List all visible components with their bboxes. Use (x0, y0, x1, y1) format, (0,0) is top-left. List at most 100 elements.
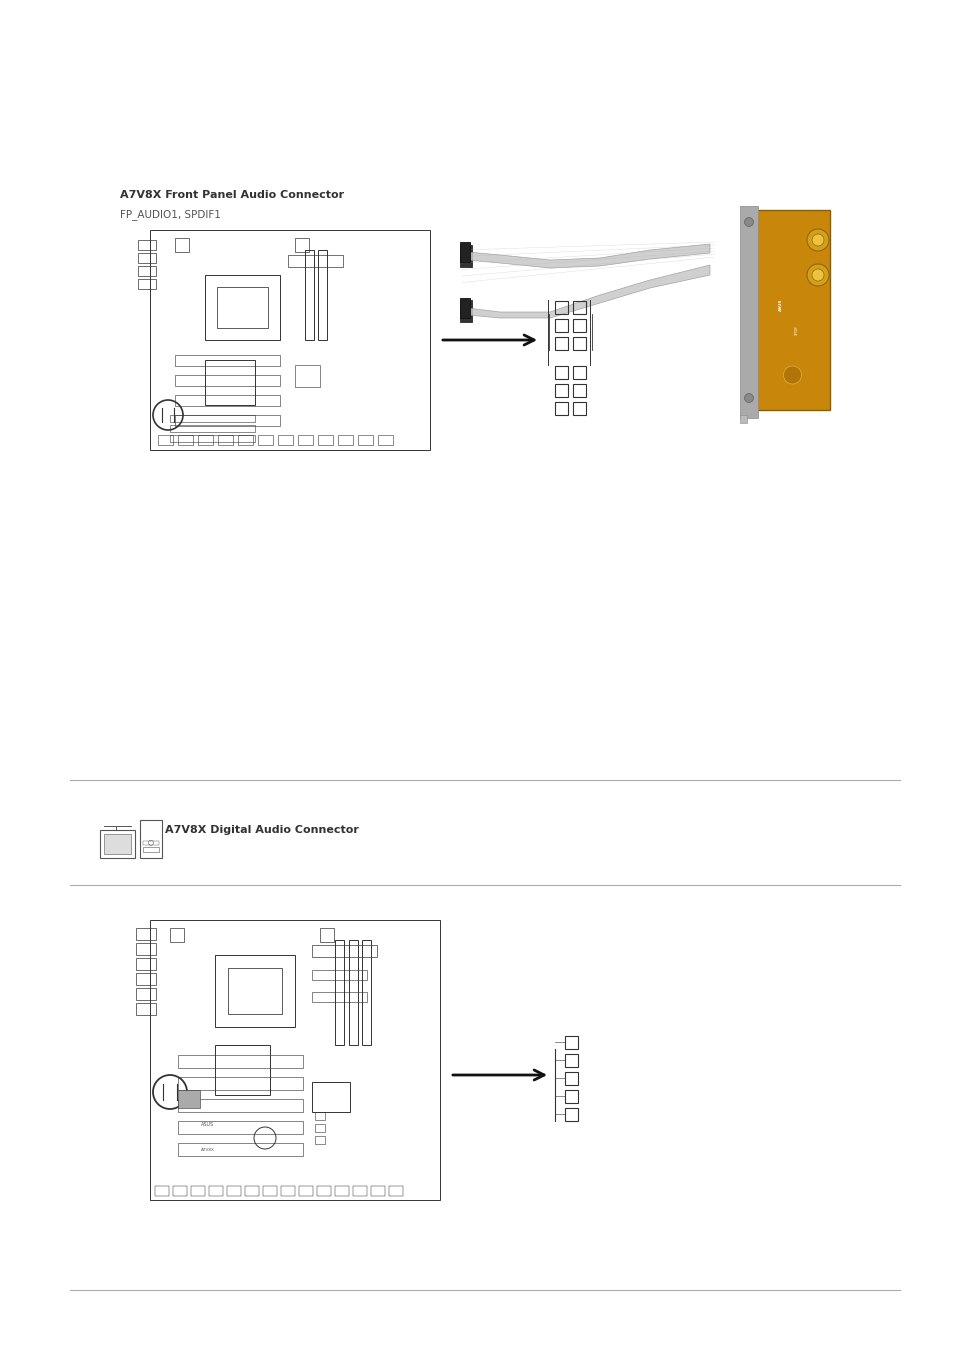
Bar (174, 238, 189, 253)
Bar (257, 435, 273, 444)
Bar (154, 1186, 169, 1196)
Bar (150, 920, 439, 1200)
Bar (564, 1054, 578, 1067)
Bar (138, 240, 156, 250)
Bar (564, 1071, 578, 1085)
Bar (459, 242, 470, 262)
Bar (174, 376, 280, 386)
Bar (555, 384, 567, 397)
Bar (277, 435, 293, 444)
Bar (297, 435, 313, 444)
Bar (174, 355, 280, 366)
Bar (227, 1186, 241, 1196)
Bar (178, 1055, 303, 1069)
Bar (564, 1090, 578, 1102)
Bar (143, 842, 159, 844)
Bar (377, 435, 393, 444)
Bar (459, 300, 472, 322)
Bar (178, 1121, 303, 1133)
Bar (564, 1036, 578, 1048)
Bar (178, 435, 193, 444)
Bar (573, 319, 585, 332)
Bar (214, 955, 294, 1027)
Bar (555, 336, 567, 350)
Bar (237, 435, 253, 444)
Bar (178, 1098, 303, 1112)
Bar (314, 1124, 325, 1132)
Bar (298, 1186, 313, 1196)
Bar (312, 944, 376, 957)
Bar (136, 1002, 156, 1015)
Bar (288, 255, 343, 267)
Bar (371, 1186, 385, 1196)
Bar (312, 970, 367, 979)
Bar (564, 1108, 578, 1121)
Bar (573, 301, 585, 313)
Bar (170, 415, 254, 422)
Circle shape (743, 218, 753, 227)
Bar (150, 230, 430, 450)
Bar (104, 834, 131, 854)
Bar (209, 1186, 223, 1196)
Text: A7V8X Front Panel Audio Connector: A7V8X Front Panel Audio Connector (120, 190, 344, 200)
Bar (263, 1186, 276, 1196)
Bar (205, 276, 280, 340)
Bar (178, 1143, 303, 1156)
Bar (740, 415, 746, 423)
Polygon shape (468, 245, 709, 267)
Bar (314, 1112, 325, 1120)
Bar (573, 384, 585, 397)
Bar (555, 403, 567, 415)
Bar (158, 435, 172, 444)
Bar (573, 403, 585, 415)
Bar (136, 943, 156, 955)
Bar (172, 1186, 187, 1196)
Bar (348, 940, 357, 1046)
Circle shape (806, 230, 828, 251)
Circle shape (811, 234, 823, 246)
Bar (174, 394, 280, 407)
Bar (740, 205, 758, 417)
Bar (335, 940, 344, 1046)
Bar (178, 1077, 303, 1090)
Circle shape (806, 263, 828, 286)
Text: ASUS: ASUS (779, 299, 782, 311)
Bar (218, 435, 233, 444)
Bar (174, 415, 280, 426)
Text: FP_AUDIO1, SPDIF1: FP_AUDIO1, SPDIF1 (120, 209, 221, 220)
Text: A7V8X Digital Audio Connector: A7V8X Digital Audio Connector (165, 825, 358, 835)
Bar (245, 1186, 258, 1196)
Bar (335, 1186, 349, 1196)
Bar (170, 435, 254, 442)
Text: A7V8X: A7V8X (201, 1148, 214, 1152)
Bar (459, 245, 472, 267)
Bar (555, 301, 567, 313)
Bar (361, 940, 371, 1046)
Bar (178, 1090, 200, 1108)
Bar (316, 1186, 331, 1196)
Bar (281, 1186, 294, 1196)
Bar (312, 992, 367, 1002)
Bar (312, 1082, 350, 1112)
Bar (205, 359, 254, 405)
Bar (319, 928, 334, 942)
Bar (138, 253, 156, 263)
Bar (459, 299, 470, 317)
Bar (294, 365, 319, 386)
Text: ASUS: ASUS (201, 1123, 214, 1128)
Bar (170, 426, 254, 432)
Bar (357, 435, 373, 444)
Bar (555, 319, 567, 332)
Bar (136, 958, 156, 970)
Bar (337, 435, 353, 444)
Circle shape (811, 269, 823, 281)
Circle shape (782, 366, 801, 384)
Text: SPDIF: SPDIF (794, 326, 798, 335)
Bar (136, 973, 156, 985)
Bar (100, 830, 135, 858)
Bar (314, 1136, 325, 1144)
Bar (138, 280, 156, 289)
Bar (228, 969, 282, 1015)
Bar (353, 1186, 367, 1196)
Bar (198, 435, 213, 444)
